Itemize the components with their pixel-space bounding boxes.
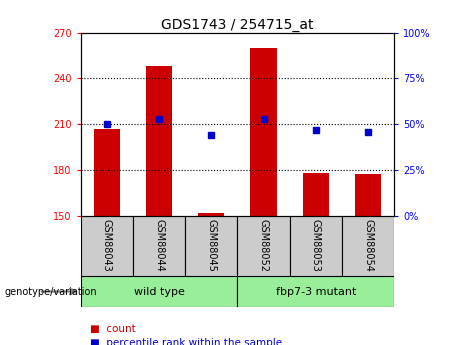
Bar [355, 175, 381, 216]
Bar [290, 216, 342, 276]
Text: GSM88044: GSM88044 [154, 219, 164, 272]
Text: GSM88043: GSM88043 [102, 219, 112, 272]
Bar [303, 173, 329, 216]
Bar [342, 216, 394, 276]
Text: GSM88054: GSM88054 [363, 219, 373, 272]
Text: GSM88053: GSM88053 [311, 219, 321, 272]
Bar [237, 216, 290, 276]
Bar [146, 66, 172, 216]
Title: GDS1743 / 254715_at: GDS1743 / 254715_at [161, 18, 313, 32]
Text: wild type: wild type [134, 287, 184, 296]
Text: fbp7-3 mutant: fbp7-3 mutant [276, 287, 356, 296]
Bar [250, 48, 277, 216]
Bar [94, 129, 120, 216]
Bar [237, 276, 394, 307]
Text: ■  count: ■ count [90, 325, 136, 334]
Bar [81, 276, 237, 307]
Bar [133, 216, 185, 276]
Text: genotype/variation: genotype/variation [5, 287, 97, 296]
Text: GSM88052: GSM88052 [259, 219, 269, 272]
Bar [81, 216, 133, 276]
Bar [198, 213, 225, 216]
Bar [185, 216, 237, 276]
Text: GSM88045: GSM88045 [206, 219, 216, 272]
Text: ■  percentile rank within the sample: ■ percentile rank within the sample [90, 338, 282, 345]
